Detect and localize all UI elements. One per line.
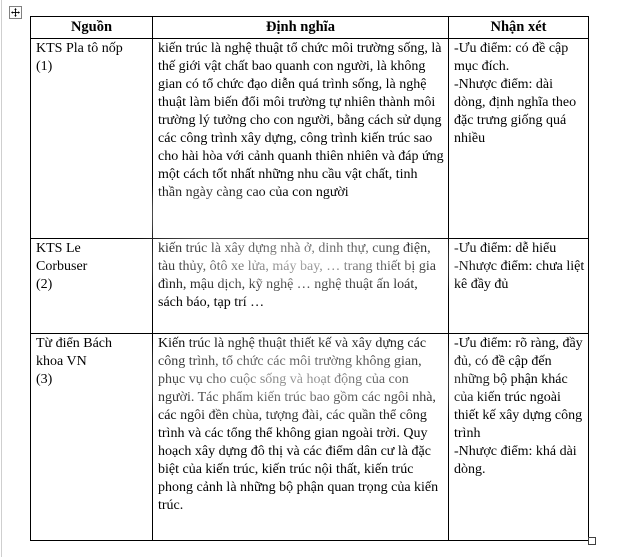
table-move-handle-icon[interactable]	[9, 6, 22, 19]
remark-advantage[interactable]: -Ưu điểm: dễ hiểu	[454, 241, 557, 256]
definition-text[interactable]: kiến trúc là xây dựng nhà ở, dinh thự, c…	[158, 241, 436, 310]
table-header-row: Nguồn Định nghĩa Nhận xét	[30, 16, 589, 39]
source-line[interactable]: (2)	[36, 277, 53, 292]
source-line[interactable]: Corbuser	[36, 259, 88, 274]
page-edge-divider	[1, 0, 2, 557]
cell-definition[interactable]: kiến trúc là nghệ thuật tổ chức môi trườ…	[152, 38, 449, 239]
table-row: KTS Le Corbuser (2) kiến trúc là xây dựn…	[30, 238, 589, 334]
four-way-arrow-icon	[11, 8, 20, 17]
cell-source[interactable]: Từ điển Bách khoa VN (3)	[30, 333, 153, 541]
definition-text[interactable]: kiến trúc là nghệ thuật tổ chức môi trườ…	[158, 41, 444, 200]
column-header-source[interactable]: Nguồn	[30, 16, 153, 39]
remark-disadvantage[interactable]: -Nhược điểm: dài dòng, định nghĩa theo đ…	[454, 77, 577, 146]
cell-remark[interactable]: -Ưu điểm: dễ hiểu -Nhược điểm: chưa liệt…	[448, 238, 589, 334]
remark-advantage[interactable]: -Ưu điểm: có đề cập mục đích.	[454, 41, 569, 74]
column-header-remark[interactable]: Nhận xét	[448, 16, 589, 39]
cell-source[interactable]: KTS Pla tô nốp (1)	[30, 38, 153, 239]
cell-remark[interactable]: -Ưu điểm: có đề cập mục đích. -Nhược điể…	[448, 38, 589, 239]
remark-disadvantage[interactable]: -Nhược điểm: chưa liệt kê đầy đủ	[454, 259, 585, 292]
table-resize-handle-icon[interactable]	[588, 537, 596, 545]
table-row: KTS Pla tô nốp (1) kiến trúc là nghệ thu…	[30, 38, 589, 239]
remark-advantage[interactable]: -Ưu điểm: rõ ràng, đầy đủ, có đề cập đến…	[454, 336, 583, 441]
source-line[interactable]: (1)	[36, 59, 53, 74]
source-line[interactable]: KTS Pla tô nốp	[36, 41, 123, 56]
cell-source[interactable]: KTS Le Corbuser (2)	[30, 238, 153, 334]
cell-definition[interactable]: kiến trúc là xây dựng nhà ở, dinh thự, c…	[152, 238, 449, 334]
definition-table: Nguồn Định nghĩa Nhận xét KTS Pla tô nốp…	[30, 16, 589, 541]
source-line[interactable]: khoa VN	[36, 354, 87, 369]
source-line[interactable]: (3)	[36, 372, 53, 387]
source-line[interactable]: KTS Le	[36, 241, 81, 256]
cell-definition[interactable]: Kiến trúc là nghệ thuật thiết kế và xây …	[152, 333, 449, 541]
cell-remark[interactable]: -Ưu điểm: rõ ràng, đầy đủ, có đề cập đến…	[448, 333, 589, 541]
definition-text[interactable]: Kiến trúc là nghệ thuật thiết kế và xây …	[158, 336, 439, 513]
table-row: Từ điển Bách khoa VN (3) Kiến trúc là ng…	[30, 333, 589, 541]
column-header-definition[interactable]: Định nghĩa	[152, 16, 449, 39]
remark-disadvantage[interactable]: -Nhược điểm: khá dài dòng.	[454, 444, 577, 477]
source-line[interactable]: Từ điển Bách	[36, 336, 113, 351]
